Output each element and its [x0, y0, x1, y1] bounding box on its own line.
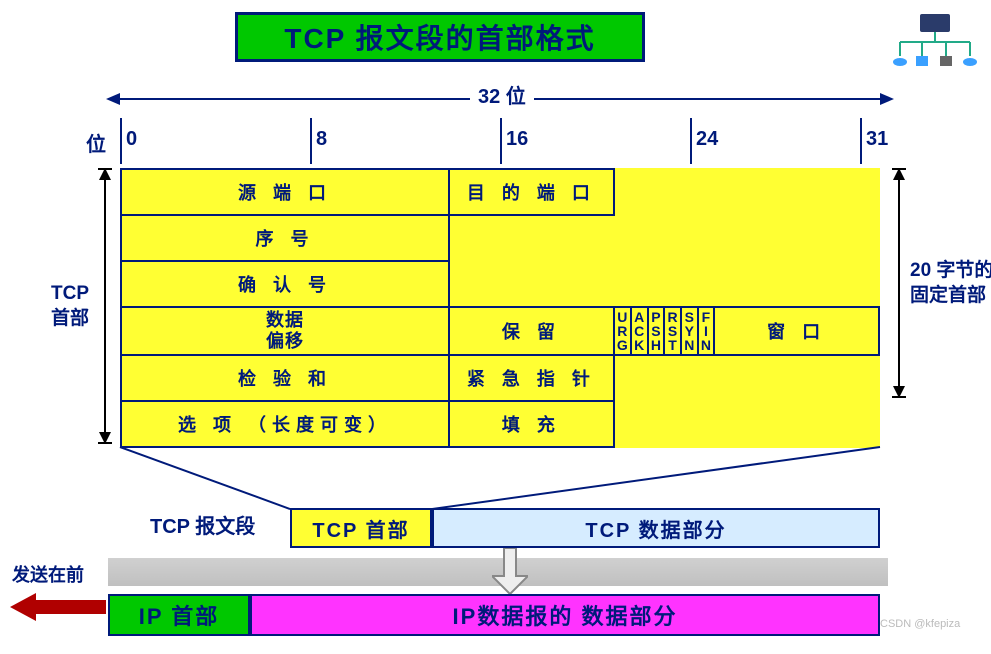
network-icon — [890, 12, 978, 74]
header-field: FIN — [698, 307, 715, 355]
diagram-title: TCP 报文段的首部格式 — [235, 12, 645, 62]
header-row: 选 项 （长度可变）填 充 — [121, 401, 879, 447]
tcp-segment-label: TCP 报文段 — [150, 514, 255, 540]
projection-line-right — [432, 446, 880, 510]
header-field: 选 项 （长度可变） — [121, 401, 449, 447]
header-field: SYN — [681, 307, 698, 355]
bit-axis-label: 位 — [86, 128, 106, 157]
tcp-header-table: 源 端 口目 的 端 口序 号确 认 号数据偏移保 留URGACKPSHRSTS… — [120, 168, 880, 448]
header-field: 紧 急 指 针 — [449, 355, 614, 401]
ruler-tick-label: 8 — [316, 128, 327, 151]
ruler-tick — [120, 118, 122, 164]
watermark-text: CSDN @kfepiza — [880, 618, 960, 630]
header-row: 源 端 口目 的 端 口 — [121, 169, 879, 215]
ruler-arrow-right — [880, 93, 894, 105]
red-arrow-head-icon — [10, 593, 36, 621]
header-field: URG — [614, 307, 631, 355]
header-field: ACK — [631, 307, 648, 355]
left-bracket-line — [104, 168, 106, 444]
send-first-label: 发送在前 — [12, 564, 84, 587]
header-row: 序 号 — [121, 215, 879, 261]
header-field: 确 认 号 — [121, 261, 449, 307]
left-bracket-label: TCP首部 — [42, 282, 98, 331]
tcp-header-box: TCP 首部 — [290, 508, 432, 548]
ruler-tick-label: 24 — [696, 128, 718, 151]
ruler-tick-label: 31 — [866, 128, 888, 151]
down-arrow-icon — [492, 548, 528, 594]
ip-data-box: IP数据报的 数据部分 — [250, 594, 880, 636]
header-field: 保 留 — [449, 307, 614, 355]
ruler-tick — [690, 118, 692, 164]
header-field: RST — [664, 307, 681, 355]
tcp-data-box: TCP 数据部分 — [432, 508, 880, 548]
header-field: 检 验 和 — [121, 355, 449, 401]
ip-header-box: IP 首部 — [108, 594, 250, 636]
red-arrow-line — [34, 600, 106, 614]
diagram-canvas: TCP 报文段的首部格式 32 位位0 8 16 24 31 源 端 口目 的 端 口序 … — [10, 10, 981, 644]
header-row: 数据偏移保 留URGACKPSHRSTSYNFIN窗 口 — [121, 307, 879, 355]
ruler-tick — [500, 118, 502, 164]
header-row: 确 认 号 — [121, 261, 879, 307]
ruler-tick-label: 16 — [506, 128, 528, 151]
header-field: 窗 口 — [714, 307, 879, 355]
right-bracket-label: 20 字节的固定首部 — [910, 259, 991, 308]
ruler-tick-label: 0 — [126, 128, 137, 151]
ruler-tick — [310, 118, 312, 164]
projection-line-left — [120, 446, 291, 510]
header-field: 填 充 — [449, 401, 614, 447]
header-field: 序 号 — [121, 215, 449, 261]
ruler-tick — [860, 118, 862, 164]
header-field: 目 的 端 口 — [449, 169, 614, 215]
header-field: 数据偏移 — [121, 307, 449, 355]
header-field: PSH — [648, 307, 665, 355]
left-bracket-arrow — [99, 432, 111, 444]
header-field: 源 端 口 — [121, 169, 449, 215]
left-bracket-arrow — [99, 168, 111, 180]
right-bracket-arrow — [893, 168, 905, 180]
right-bracket-line — [898, 168, 900, 398]
ruler-label: 32 位 — [470, 80, 534, 109]
header-row: 检 验 和紧 急 指 针 — [121, 355, 879, 401]
ruler-arrow-left — [106, 93, 120, 105]
right-bracket-arrow — [893, 386, 905, 398]
